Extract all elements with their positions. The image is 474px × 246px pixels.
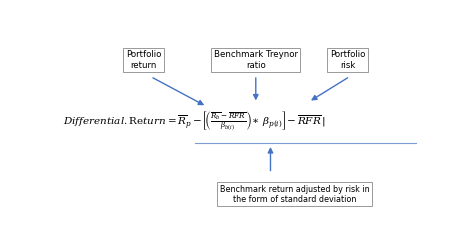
Text: $\mathit{Differential}.\mathrm{Re}\mathit{turn}=\overline{R}_{p}-\!\left[\!\left: $\mathit{Differential}.\mathrm{Re}\mathi… [63,109,326,132]
Text: Portfolio
return: Portfolio return [126,50,162,70]
Text: Benchmark return adjusted by risk in
the form of standard deviation: Benchmark return adjusted by risk in the… [219,184,369,204]
Text: Benchmark Treynor
ratio: Benchmark Treynor ratio [214,50,298,70]
Text: Portfolio
risk: Portfolio risk [330,50,365,70]
